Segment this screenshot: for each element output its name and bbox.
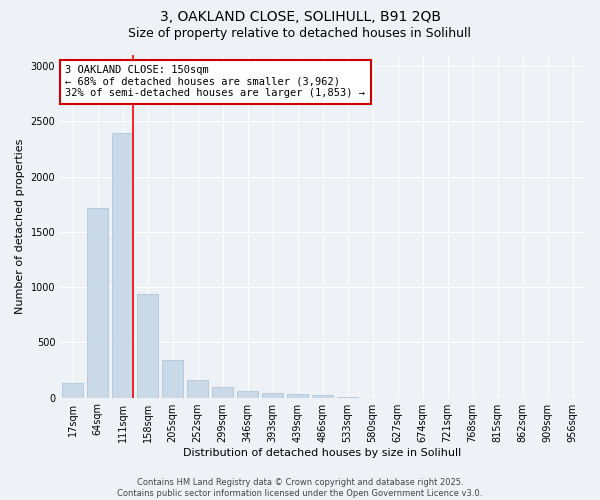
Bar: [162, 360, 183, 398]
Text: Size of property relative to detached houses in Solihull: Size of property relative to detached ho…: [128, 28, 472, 40]
Bar: [337, 397, 358, 398]
Bar: [112, 134, 133, 398]
Bar: [62, 383, 83, 398]
Text: Contains HM Land Registry data © Crown copyright and database right 2025.
Contai: Contains HM Land Registry data © Crown c…: [118, 478, 482, 498]
Bar: [87, 208, 108, 398]
Bar: [237, 391, 258, 398]
X-axis label: Distribution of detached houses by size in Solihull: Distribution of detached houses by size …: [184, 448, 462, 458]
Bar: [137, 294, 158, 398]
Bar: [212, 387, 233, 398]
Bar: [187, 380, 208, 398]
Bar: [262, 392, 283, 398]
Text: 3 OAKLAND CLOSE: 150sqm
← 68% of detached houses are smaller (3,962)
32% of semi: 3 OAKLAND CLOSE: 150sqm ← 68% of detache…: [65, 66, 365, 98]
Bar: [287, 394, 308, 398]
Bar: [312, 396, 333, 398]
Y-axis label: Number of detached properties: Number of detached properties: [15, 138, 25, 314]
Text: 3, OAKLAND CLOSE, SOLIHULL, B91 2QB: 3, OAKLAND CLOSE, SOLIHULL, B91 2QB: [160, 10, 440, 24]
